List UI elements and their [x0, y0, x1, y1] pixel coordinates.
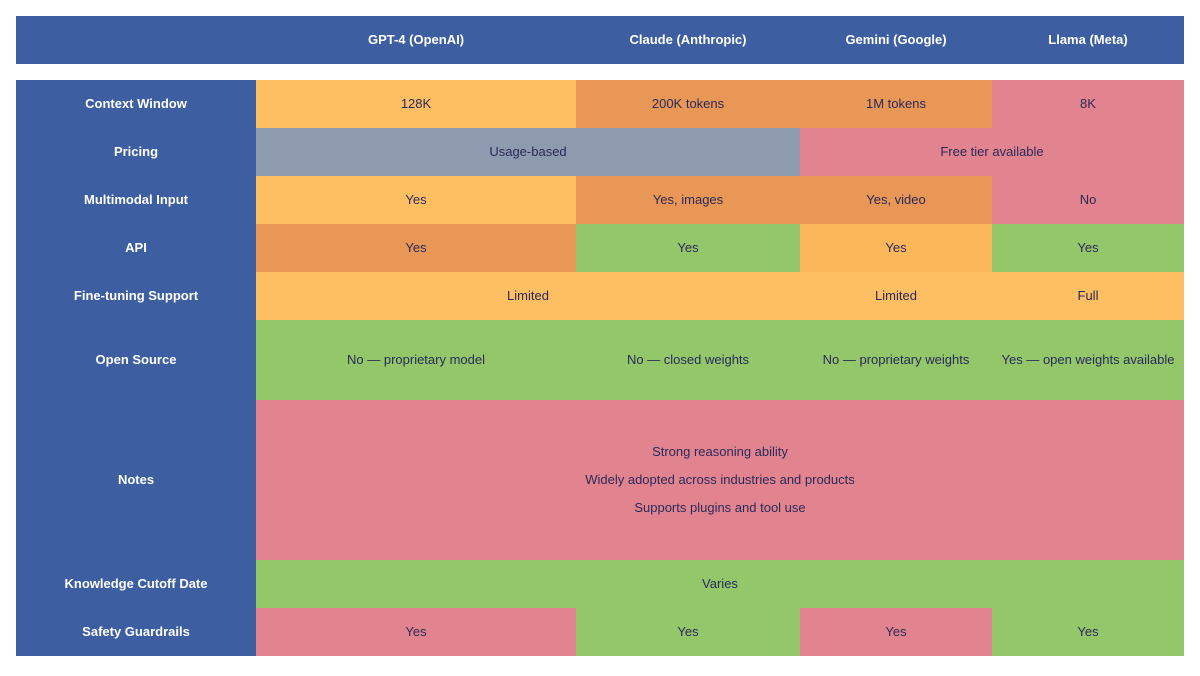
table-cell: No — proprietary weights: [800, 320, 992, 400]
table-cell: Varies: [256, 560, 1184, 608]
cell-line: Supports plugins and tool use: [634, 500, 806, 515]
table-row: Safety Guardrails Yes Yes Yes Yes: [16, 608, 1184, 656]
table-row: Fine-tuning Support Limited Limited Full: [16, 272, 1184, 320]
row-label: Notes: [16, 400, 256, 560]
row-label: Open Source: [16, 320, 256, 400]
row-label: Safety Guardrails: [16, 608, 256, 656]
header-spacer: [16, 64, 1184, 80]
comparison-table-wrapper: GPT-4 (OpenAI) Claude (Anthropic) Gemini…: [16, 16, 1184, 656]
spacer-cell: [16, 64, 1184, 80]
table-cell: Yes: [992, 224, 1184, 272]
table-cell: Yes, images: [576, 176, 800, 224]
row-label: API: [16, 224, 256, 272]
table-row: Open Source No — proprietary model No — cl…: [16, 320, 1184, 400]
row-label: Fine-tuning Support: [16, 272, 256, 320]
header-corner: [16, 16, 256, 64]
table-cell: Strong reasoning ability Widely adopted a…: [256, 400, 1184, 560]
table-cell: 1M tokens: [800, 80, 992, 128]
table-row: Notes Strong reasoning ability Widely adop…: [16, 400, 1184, 560]
table-cell: Yes: [992, 608, 1184, 656]
table-cell: Yes: [576, 608, 800, 656]
table-cell: 200K tokens: [576, 80, 800, 128]
row-label: Pricing: [16, 128, 256, 176]
row-label: Multimodal Input: [16, 176, 256, 224]
table-row: Pricing Usage-based Free tier available: [16, 128, 1184, 176]
table-cell: No — closed weights: [576, 320, 800, 400]
header-col-3: Gemini (Google): [800, 16, 992, 64]
cell-line: Strong reasoning ability: [652, 444, 788, 459]
table-row: Context Window 128K 200K tokens 1M tokens 8K: [16, 80, 1184, 128]
table-cell: 128K: [256, 80, 576, 128]
row-label: Context Window: [16, 80, 256, 128]
table-cell: No — proprietary model: [256, 320, 576, 400]
table-cell: Yes — open weights available: [992, 320, 1184, 400]
table-cell: 8K: [992, 80, 1184, 128]
header-col-4: Llama (Meta): [992, 16, 1184, 64]
table-cell: Yes: [256, 224, 576, 272]
table-cell: Yes: [800, 608, 992, 656]
table-cell: Yes: [256, 176, 576, 224]
table-row: Multimodal Input Yes Yes, images Yes, video…: [16, 176, 1184, 224]
table-cell: Limited: [800, 272, 992, 320]
comparison-table: GPT-4 (OpenAI) Claude (Anthropic) Gemini…: [16, 16, 1184, 656]
cell-line: Widely adopted across industries and pro…: [585, 472, 855, 487]
table-cell: Limited: [256, 272, 800, 320]
table-cell: Usage-based: [256, 128, 800, 176]
table-cell: Free tier available: [800, 128, 1184, 176]
table-cell: Yes: [576, 224, 800, 272]
table-row: API Yes Yes Yes Yes: [16, 224, 1184, 272]
table-cell: No: [992, 176, 1184, 224]
header-col-2: Claude (Anthropic): [576, 16, 800, 64]
table-row: Knowledge Cutoff Date Varies: [16, 560, 1184, 608]
table-cell: Yes, video: [800, 176, 992, 224]
table-cell: Yes: [800, 224, 992, 272]
table-cell: Yes: [256, 608, 576, 656]
header-col-1: GPT-4 (OpenAI): [256, 16, 576, 64]
row-label: Knowledge Cutoff Date: [16, 560, 256, 608]
table-body: Context Window 128K 200K tokens 1M tokens 8K…: [16, 80, 1184, 656]
header-row: GPT-4 (OpenAI) Claude (Anthropic) Gemini…: [16, 16, 1184, 64]
table-cell: Full: [992, 272, 1184, 320]
